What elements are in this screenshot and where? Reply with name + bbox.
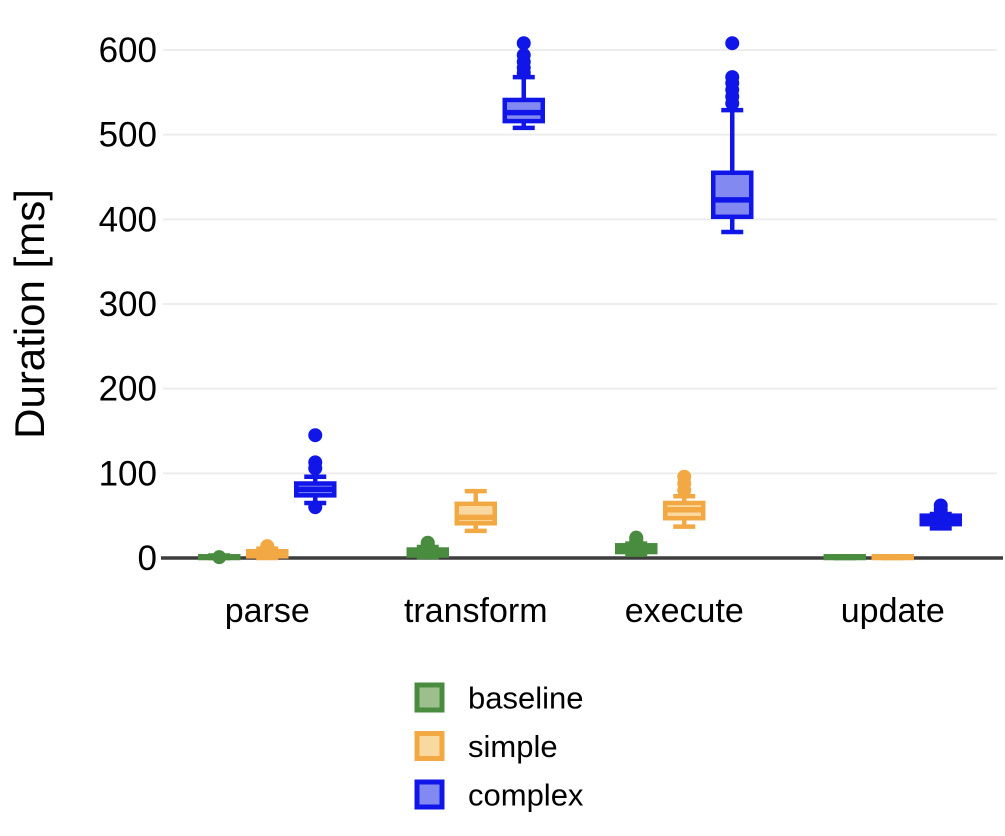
y-tick-label: 100 bbox=[99, 454, 157, 493]
legend-label: complex bbox=[468, 778, 584, 813]
legend-swatch bbox=[414, 682, 445, 713]
outlier-dot bbox=[212, 550, 227, 565]
y-tick-label: 300 bbox=[99, 285, 157, 324]
y-axis-title: Duration [ms] bbox=[6, 189, 53, 439]
boxplot-simple-transform bbox=[454, 488, 497, 534]
boxplot-complex-execute bbox=[711, 36, 754, 235]
legend-item-simple: simple bbox=[414, 729, 558, 764]
y-tick-label: 600 bbox=[99, 31, 157, 70]
box bbox=[711, 170, 754, 220]
boxplot-simple-parse bbox=[246, 539, 289, 561]
plot-boxes bbox=[198, 36, 962, 565]
outlier-dot bbox=[516, 36, 531, 51]
legend: baseline simple complex bbox=[414, 681, 584, 813]
outlier-dot bbox=[629, 530, 644, 545]
outlier-dot bbox=[308, 428, 323, 443]
legend-label: baseline bbox=[468, 681, 583, 716]
outlier-dot bbox=[260, 539, 275, 554]
x-axis-labels: parse transform execute update bbox=[225, 592, 945, 630]
outlier-dot bbox=[725, 36, 740, 51]
outlier-dot bbox=[725, 70, 740, 85]
y-axis-labels: 0 100 200 300 400 500 600 bbox=[99, 31, 157, 578]
box bbox=[454, 501, 497, 526]
outlier-dot bbox=[420, 535, 435, 550]
y-tick-label: 400 bbox=[99, 200, 157, 239]
outlier-dot bbox=[308, 455, 323, 470]
boxplot-baseline-transform bbox=[406, 535, 449, 560]
y-tick-label: 200 bbox=[99, 370, 157, 409]
boxplot-simple-update bbox=[871, 554, 914, 561]
outlier-dot bbox=[677, 469, 692, 484]
x-tick-label: parse bbox=[225, 592, 310, 630]
outlier-dot bbox=[516, 48, 531, 63]
legend-item-complex: complex bbox=[414, 778, 584, 813]
legend-item-baseline: baseline bbox=[414, 681, 583, 716]
y-tick-label: 0 bbox=[138, 539, 157, 578]
legend-swatch bbox=[414, 731, 445, 761]
x-tick-label: execute bbox=[625, 592, 744, 630]
boxplot-simple-execute bbox=[663, 469, 706, 529]
legend-label: simple bbox=[468, 729, 558, 764]
boxplot-complex-parse bbox=[294, 428, 337, 515]
boxplot-complex-update bbox=[919, 498, 962, 531]
x-tick-label: update bbox=[841, 592, 945, 630]
y-tick-label: 500 bbox=[99, 116, 157, 155]
outlier-dot bbox=[308, 500, 323, 515]
gridlines bbox=[163, 49, 997, 475]
boxplot-baseline-update bbox=[823, 554, 866, 561]
boxplot-baseline-execute bbox=[615, 530, 658, 557]
outlier-dot bbox=[933, 498, 948, 513]
legend-swatch bbox=[414, 779, 445, 810]
x-tick-label: transform bbox=[404, 592, 548, 630]
boxplot-baseline-parse bbox=[198, 550, 241, 565]
boxplot-complex-transform bbox=[502, 36, 545, 131]
